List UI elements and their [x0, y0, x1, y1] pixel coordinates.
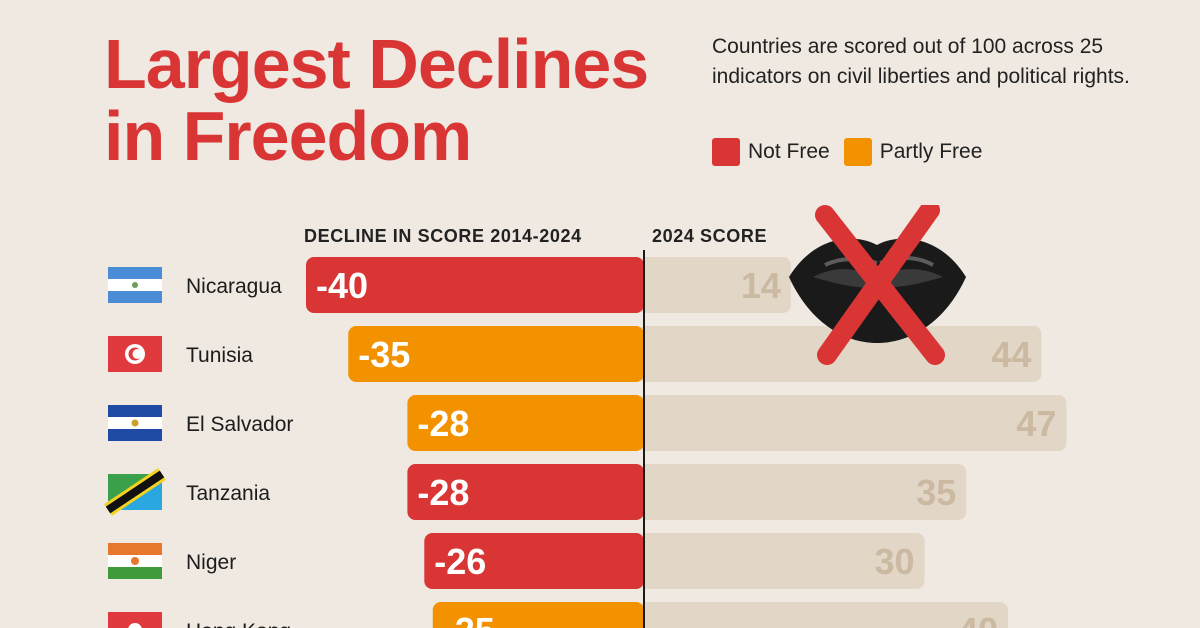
score-bar-tanzania — [638, 464, 967, 520]
crossed-out-mouth-icon — [789, 205, 966, 365]
score-bar-niger — [638, 533, 925, 589]
score-bar-el-salvador — [638, 395, 1067, 451]
chart-title: Largest Declines in Freedom — [104, 25, 649, 175]
country-label-nicaragua: Nicaragua — [186, 275, 282, 298]
niger-flag-icon — [108, 543, 162, 579]
decline-label-niger: -26 — [434, 541, 486, 582]
decline-bar-nicaragua — [306, 257, 644, 313]
score-label-tunisia: 44 — [991, 334, 1031, 375]
title-line-1: Largest Declines — [104, 25, 649, 103]
chart-description: Countries are scored out of 100 across 2… — [712, 35, 1130, 88]
score-label-niger: 30 — [874, 541, 914, 582]
legend-swatch-not-free — [712, 138, 740, 166]
hong-kong-flag-icon — [108, 612, 162, 628]
decline-label-tunisia: -35 — [358, 334, 410, 375]
decline-label-hong-kong: -25 — [443, 610, 495, 628]
country-label-el-salvador: El Salvador — [186, 413, 293, 436]
country-label-tanzania: Tanzania — [186, 482, 270, 505]
tunisia-flag-icon — [108, 336, 162, 372]
score-bar-hong-kong — [638, 602, 1008, 628]
decline-label-tanzania: -28 — [417, 472, 469, 513]
decline-bar-el-salvador — [407, 395, 644, 451]
country-label-niger: Niger — [186, 551, 236, 574]
tanzania-flag-icon — [104, 468, 166, 516]
legend-item-partly-free: Partly Free — [843, 138, 983, 166]
decline-bar-hong-kong — [432, 602, 644, 628]
decline-bar-tunisia — [348, 326, 644, 382]
score-label-el-salvador: 47 — [1016, 403, 1056, 444]
legend-item-not-free: Not Free — [712, 138, 830, 166]
legend: Not Free Partly Free — [712, 138, 982, 166]
legend-label-not-free: Not Free — [748, 140, 830, 163]
decline-bar-tanzania — [407, 464, 644, 520]
nicaragua-flag-icon — [108, 267, 162, 303]
decline-column-header: DECLINE IN SCORE 2014-2024 — [304, 226, 582, 246]
decline-bar-niger — [424, 533, 644, 589]
legend-swatch-partly-free — [843, 138, 872, 166]
score-label-nicaragua: 14 — [741, 265, 781, 306]
legend-label-partly-free: Partly Free — [879, 140, 983, 163]
decline-label-el-salvador: -28 — [417, 403, 469, 444]
score-label-hong-kong: 40 — [958, 610, 998, 628]
score-bar-nicaragua — [638, 257, 791, 313]
el-salvador-flag-icon — [108, 405, 162, 441]
decline-label-nicaragua: -40 — [316, 265, 368, 306]
country-label-hong-kong: Hong Kong — [186, 620, 291, 628]
score-label-tanzania: 35 — [916, 472, 956, 513]
title-line-2: in Freedom — [104, 97, 472, 175]
score-column-header: 2024 SCORE — [652, 226, 768, 246]
country-label-tunisia: Tunisia — [186, 344, 253, 367]
